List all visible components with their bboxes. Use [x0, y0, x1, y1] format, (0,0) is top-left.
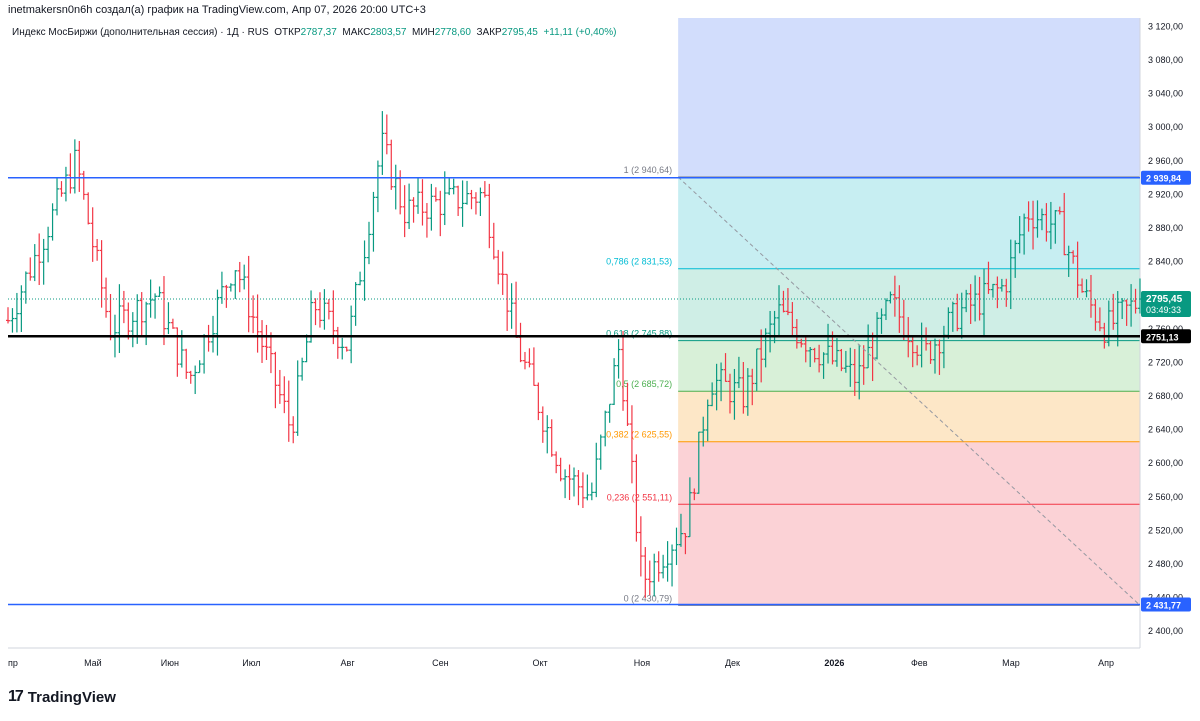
y-tick-label: 2 880,00: [1148, 223, 1183, 233]
x-tick-label: Фев: [911, 658, 928, 668]
close-value: 2795,45: [501, 27, 538, 38]
horizontal-line-price-label: 2 939,84: [1146, 174, 1181, 184]
bar-countdown-label: 03:49:33: [1146, 305, 1181, 315]
fib-level-label: 0 (2 430,79): [624, 593, 673, 603]
fib-level-label: 0,382 (2 625,55): [606, 430, 672, 440]
x-tick-label: Апр: [1098, 658, 1114, 668]
fib-zone-top: [678, 18, 1140, 178]
y-tick-label: 2 520,00: [1148, 525, 1183, 535]
high-value: 2803,57: [370, 27, 407, 38]
high-label: МАКС: [342, 27, 371, 38]
x-tick-label: Мар: [1002, 658, 1020, 668]
x-tick-label: Май: [84, 658, 102, 668]
y-tick-label: 2 600,00: [1148, 458, 1183, 468]
low-label: МИН: [412, 27, 435, 38]
y-tick-label: 2 760,00: [1148, 324, 1183, 334]
symbol-legend: Индекс МосБиржи (дополнительная сессия) …: [12, 27, 616, 38]
x-tick-label: Июн: [161, 658, 179, 668]
fib-level-label: 0,236 (2 551,11): [607, 492, 672, 502]
y-tick-label: 3 080,00: [1148, 55, 1183, 65]
fib-zone-0,786: [678, 177, 1140, 269]
low-value: 2778,60: [434, 27, 471, 38]
x-tick-label: 2026: [824, 658, 844, 668]
fib-zone-0,382: [678, 391, 1140, 442]
brand-name: TradingView: [27, 688, 116, 706]
horizontal-line-price-label: 2751,13: [1146, 332, 1179, 342]
tradingview-logo-icon: 17: [8, 688, 24, 705]
x-tick-label: Авг: [341, 658, 356, 668]
y-tick-label: 2 840,00: [1148, 257, 1183, 267]
close-label: ЗАКР: [476, 27, 502, 38]
y-tick-label: 2 560,00: [1148, 492, 1183, 502]
horizontal-line-price-box: [1141, 329, 1191, 344]
x-tick-label: Окт: [532, 658, 547, 668]
y-tick-label: 2 720,00: [1148, 357, 1183, 367]
horizontal-line-price-box: [1141, 170, 1191, 185]
chart-caption: inetmakersn0n6h создал(а) график на Trad…: [8, 4, 426, 16]
fib-level-label: 0,786 (2 831,53): [606, 257, 672, 267]
fib-level-label: 0,5 (2 685,72): [616, 379, 672, 389]
fib-zone-0: [678, 504, 1140, 606]
y-tick-label: 2 400,00: [1148, 626, 1183, 636]
open-value: 2787,37: [300, 27, 337, 38]
fib-level-label: 1 (2 940,64): [624, 165, 673, 175]
y-tick-label: 3 120,00: [1148, 21, 1183, 31]
last-price-label: 2795,45: [1146, 294, 1183, 305]
y-tick-label: 2 680,00: [1148, 391, 1183, 401]
horizontal-line-price-box: [1141, 597, 1191, 612]
fib-level-label: 0,618 (2 745,88): [606, 329, 672, 339]
y-tick-label: 2 640,00: [1148, 425, 1183, 435]
y-tick-label: 2 920,00: [1148, 189, 1183, 199]
x-tick-label: Июл: [242, 658, 260, 668]
change-value: +11,11 (+0,40%): [543, 27, 617, 38]
x-tick-label: пр: [8, 658, 18, 668]
fib-zone-0,236: [678, 441, 1140, 505]
fib-zone-0,618: [678, 268, 1140, 341]
open-label: ОТКР: [274, 27, 301, 38]
y-tick-label: 3 000,00: [1148, 122, 1183, 132]
x-tick-label: Дек: [725, 658, 740, 668]
price-chart[interactable]: 1 (2 940,64) 0,786 (2 831,53) 0,618 (2 745…: [0, 0, 1200, 680]
last-price-box: [1141, 291, 1191, 318]
y-tick-label: 2 480,00: [1148, 559, 1183, 569]
symbol-name: Индекс МосБиржи (дополнительная сессия) …: [12, 27, 269, 38]
y-tick-label: 2 960,00: [1148, 156, 1183, 166]
fib-zone-0,5: [678, 340, 1140, 392]
y-tick-label: 3 040,00: [1148, 89, 1183, 99]
footer-branding: 17 TradingView: [8, 688, 116, 706]
x-tick-label: Ноя: [634, 658, 651, 668]
x-tick-label: Сен: [432, 658, 449, 668]
horizontal-line-price-label: 2 431,77: [1146, 601, 1181, 611]
